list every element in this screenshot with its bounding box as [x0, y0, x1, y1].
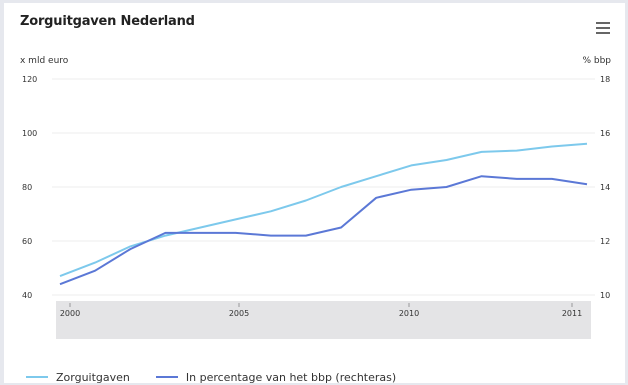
x-tick-label: 2010 — [399, 309, 419, 318]
line-chart: 40 10 60 12 80 14 100 16 120 18 2000 2005 2010 2011 — [22, 75, 610, 339]
y-tick-label-left: 60 — [22, 237, 32, 246]
legend-swatch-percentage-bbp — [155, 376, 178, 378]
y-tick-label-left: 80 — [22, 183, 32, 192]
range-navigator — [56, 301, 591, 339]
y-tick-label-left: 100 — [22, 129, 37, 138]
hamburger-menu-icon[interactable] — [596, 22, 610, 35]
y-tick-label-right: 16 — [600, 129, 610, 138]
y-tick-label-right: 10 — [600, 291, 610, 300]
y-tick-label-left: 120 — [22, 75, 37, 84]
series-line-zorguitgaven — [59, 142, 588, 278]
chart-legend: Zorguitgaven In percentage van het bbp (… — [26, 370, 422, 383]
y-tick-label-left: 40 — [22, 291, 32, 300]
x-tick-label: 2000 — [60, 309, 80, 318]
chart-title: Zorguitgaven Nederland — [20, 14, 195, 29]
left-axis-label: x mld euro — [20, 56, 69, 66]
y-tick-label-right: 12 — [600, 237, 610, 246]
series-line-percentage-bbp — [59, 175, 588, 286]
chart-card: Zorguitgaven Nederland x mld euro % bbp … — [4, 3, 625, 383]
legend-swatch-zorguitgaven — [26, 376, 48, 378]
x-tick-label: 2011 — [562, 309, 582, 318]
x-tick-label: 2005 — [229, 309, 249, 318]
legend-label-percentage-bbp: In percentage van het bbp (rechteras) — [185, 370, 397, 384]
y-tick-label-right: 18 — [600, 75, 610, 84]
legend-item-percentage-bbp[interactable]: In percentage van het bbp (rechteras) — [155, 370, 397, 384]
right-axis-label: % bbp — [582, 56, 611, 66]
legend-label-zorguitgaven: Zorguitgaven — [56, 370, 130, 384]
y-tick-label-right: 14 — [600, 183, 610, 192]
legend-item-zorguitgaven[interactable]: Zorguitgaven — [26, 370, 130, 384]
